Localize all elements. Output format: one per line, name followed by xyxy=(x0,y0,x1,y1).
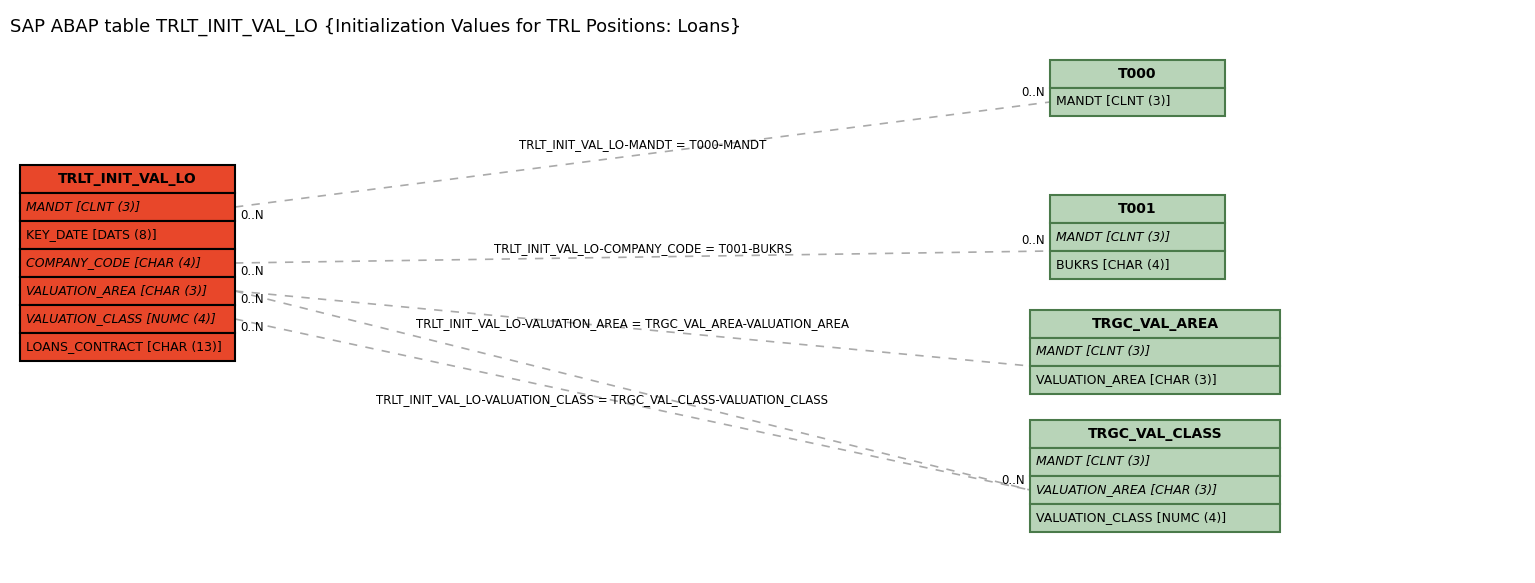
Text: TRLT_INIT_VAL_LO: TRLT_INIT_VAL_LO xyxy=(58,172,196,186)
Text: 0..N: 0..N xyxy=(1021,86,1045,99)
Text: SAP ABAP table TRLT_INIT_VAL_LO {Initialization Values for TRL Positions: Loans}: SAP ABAP table TRLT_INIT_VAL_LO {Initial… xyxy=(11,18,741,36)
Text: 0..N: 0..N xyxy=(239,265,264,278)
Text: KEY_DATE [DATS (8)]: KEY_DATE [DATS (8)] xyxy=(26,229,157,241)
Text: COMPANY_CODE [CHAR (4)]: COMPANY_CODE [CHAR (4)] xyxy=(26,257,201,269)
Text: TRGC_VAL_AREA: TRGC_VAL_AREA xyxy=(1091,317,1219,331)
Text: VALUATION_AREA [CHAR (3)]: VALUATION_AREA [CHAR (3)] xyxy=(1036,374,1217,387)
Text: VALUATION_AREA [CHAR (3)]: VALUATION_AREA [CHAR (3)] xyxy=(1036,483,1217,497)
Text: VALUATION_CLASS [NUMC (4)]: VALUATION_CLASS [NUMC (4)] xyxy=(1036,511,1226,525)
Text: 0..N: 0..N xyxy=(239,293,264,306)
Bar xyxy=(1030,504,1280,532)
Text: VALUATION_CLASS [NUMC (4)]: VALUATION_CLASS [NUMC (4)] xyxy=(26,312,216,325)
Text: 0..N: 0..N xyxy=(1021,234,1045,248)
Text: TRLT_INIT_VAL_LO-COMPANY_CODE = T001-BUKRS: TRLT_INIT_VAL_LO-COMPANY_CODE = T001-BUK… xyxy=(493,243,792,255)
Text: TRGC_VAL_CLASS: TRGC_VAL_CLASS xyxy=(1088,427,1222,441)
Text: MANDT [CLNT (3)]: MANDT [CLNT (3)] xyxy=(1036,346,1150,359)
Bar xyxy=(20,305,235,333)
Bar xyxy=(1030,338,1280,366)
Text: MANDT [CLNT (3)]: MANDT [CLNT (3)] xyxy=(26,201,140,213)
Bar xyxy=(20,277,235,305)
Bar xyxy=(1050,60,1225,88)
Text: TRLT_INIT_VAL_LO-VALUATION_CLASS = TRGC_VAL_CLASS-VALUATION_CLASS: TRLT_INIT_VAL_LO-VALUATION_CLASS = TRGC_… xyxy=(376,393,829,406)
Bar xyxy=(20,333,235,361)
Bar xyxy=(1050,195,1225,223)
Bar xyxy=(20,193,235,221)
Text: 0..N: 0..N xyxy=(239,209,264,222)
Text: MANDT [CLNT (3)]: MANDT [CLNT (3)] xyxy=(1056,96,1170,108)
Text: LOANS_CONTRACT [CHAR (13)]: LOANS_CONTRACT [CHAR (13)] xyxy=(26,340,221,353)
Bar xyxy=(1030,420,1280,448)
Bar xyxy=(1050,88,1225,116)
Bar xyxy=(1050,251,1225,279)
Bar xyxy=(20,221,235,249)
Bar xyxy=(1030,448,1280,476)
Text: MANDT [CLNT (3)]: MANDT [CLNT (3)] xyxy=(1056,230,1170,244)
Text: T001: T001 xyxy=(1117,202,1157,216)
Text: MANDT [CLNT (3)]: MANDT [CLNT (3)] xyxy=(1036,455,1150,469)
Bar xyxy=(20,165,235,193)
Text: VALUATION_AREA [CHAR (3)]: VALUATION_AREA [CHAR (3)] xyxy=(26,285,207,297)
Text: 0..N: 0..N xyxy=(239,321,264,334)
Bar xyxy=(1030,366,1280,394)
Bar xyxy=(20,249,235,277)
Text: TRLT_INIT_VAL_LO-VALUATION_AREA = TRGC_VAL_AREA-VALUATION_AREA: TRLT_INIT_VAL_LO-VALUATION_AREA = TRGC_V… xyxy=(416,317,849,330)
Bar xyxy=(1030,476,1280,504)
Bar xyxy=(1030,310,1280,338)
Text: 0..N: 0..N xyxy=(1001,473,1025,486)
Text: TRLT_INIT_VAL_LO-MANDT = T000-MANDT: TRLT_INIT_VAL_LO-MANDT = T000-MANDT xyxy=(519,138,766,151)
Bar xyxy=(1050,223,1225,251)
Text: BUKRS [CHAR (4)]: BUKRS [CHAR (4)] xyxy=(1056,258,1170,272)
Text: T000: T000 xyxy=(1119,67,1157,81)
